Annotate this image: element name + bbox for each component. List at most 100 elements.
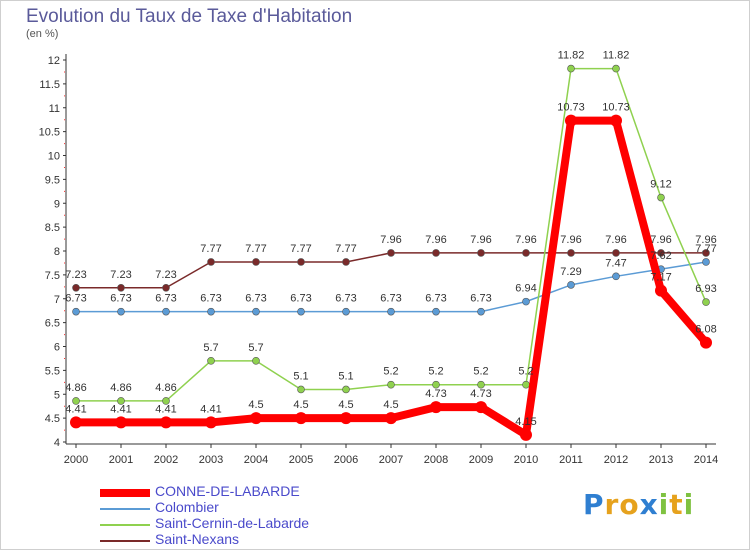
data-point: [72, 283, 80, 292]
data-point: [252, 258, 260, 266]
chart-title: Evolution du Taux de Taxe d'Habitation: [26, 6, 353, 27]
data-label: 5.2: [428, 366, 443, 378]
x-tick-label: 2013: [649, 454, 673, 466]
data-point: [297, 307, 305, 316]
data-label: 7.96: [605, 234, 626, 246]
legend-swatch: [100, 524, 150, 526]
legend-label: Saint-Nexans: [155, 531, 240, 547]
data-label: 6.73: [110, 293, 131, 305]
data-point: [655, 284, 667, 297]
data-label: 7.96: [560, 234, 581, 246]
data-label: 7.96: [650, 234, 671, 246]
legend-label: Colombier: [155, 499, 219, 515]
data-label: 5.2: [518, 366, 533, 378]
x-tick-label: 2004: [244, 454, 268, 466]
data-point: [70, 416, 82, 429]
data-point: [117, 397, 125, 405]
y-tick-label: 5: [54, 389, 60, 401]
data-point: [475, 401, 487, 414]
data-point: [340, 412, 352, 425]
data-label: 4.41: [110, 403, 131, 415]
x-tick-label: 2003: [199, 454, 223, 466]
data-label: 7.77: [245, 243, 266, 255]
data-point: [297, 258, 305, 266]
data-point: [565, 114, 577, 127]
legend-swatch: [100, 508, 150, 510]
data-label: 5.2: [383, 366, 398, 378]
data-label: 4.41: [65, 403, 86, 415]
data-label: 4.41: [200, 403, 221, 415]
data-label: 9.12: [650, 179, 671, 191]
data-point: [162, 307, 170, 316]
y-tick-label: 12: [48, 55, 60, 67]
legend-swatch: [100, 540, 150, 542]
data-label: 4.86: [65, 382, 86, 394]
data-label: 6.08: [695, 324, 716, 336]
data-label: 7.23: [110, 269, 131, 281]
x-tick-label: 2006: [334, 454, 358, 466]
data-point: [72, 307, 80, 316]
logo-letter: o: [619, 488, 640, 521]
x-tick-label: 2005: [289, 454, 313, 466]
data-label: 4.5: [293, 399, 308, 411]
x-tick-label: 2008: [424, 454, 448, 466]
logo-letter: t: [669, 488, 684, 521]
legend-item: CONNE-DE-LABARDE: [100, 483, 400, 502]
data-label: 6.73: [335, 293, 356, 305]
legend-item: Saint-Nexans: [100, 531, 400, 550]
data-label: 7.77: [200, 243, 221, 255]
data-label: 7.77: [290, 243, 311, 255]
data-label: 5.7: [248, 342, 263, 354]
data-point: [700, 336, 712, 349]
data-label: 7.96: [425, 234, 446, 246]
data-label: 7.23: [155, 269, 176, 281]
data-point: [385, 412, 397, 425]
data-point: [567, 64, 575, 73]
data-point: [342, 307, 350, 316]
data-point: [207, 258, 215, 266]
data-label: 5.1: [293, 370, 308, 382]
y-tick-label: 8: [54, 246, 60, 258]
logo-letter: x: [639, 488, 659, 521]
data-point: [72, 397, 80, 405]
proxiti-logo: Proxiti: [583, 488, 694, 521]
data-label: 6.73: [245, 293, 266, 305]
x-tick-label: 2012: [604, 454, 628, 466]
data-point: [612, 272, 620, 281]
y-tick-label: 11.5: [39, 79, 60, 91]
data-point: [522, 380, 530, 389]
data-point: [522, 297, 530, 306]
data-point: [520, 428, 532, 441]
data-point: [117, 283, 125, 292]
data-label: 7.62: [650, 250, 671, 262]
legend-item: Saint-Cernin-de-Labarde: [100, 515, 400, 534]
legend-swatch: [100, 489, 150, 497]
y-tick-label: 10: [48, 151, 60, 163]
y-tick-label: 11: [49, 103, 60, 115]
data-label: 6.94: [515, 283, 536, 295]
data-point: [612, 249, 620, 257]
data-point: [387, 380, 395, 389]
x-tick-label: 2009: [469, 454, 493, 466]
data-point: [207, 307, 215, 316]
data-label: 4.86: [110, 382, 131, 394]
data-point: [387, 307, 395, 316]
x-tick-label: 2007: [379, 454, 403, 466]
data-label: 7.96: [470, 234, 491, 246]
data-point: [342, 258, 350, 266]
data-point: [477, 380, 485, 389]
data-point: [250, 412, 262, 425]
data-label: 6.73: [65, 293, 86, 305]
data-label: 4.73: [470, 388, 491, 400]
data-label: 5.1: [338, 370, 353, 382]
data-point: [702, 298, 710, 306]
y-tick-label: 9.5: [45, 174, 60, 186]
y-tick-label: 9: [54, 198, 60, 210]
data-label: 4.15: [515, 416, 536, 428]
data-point: [657, 193, 665, 202]
data-label: 7.29: [560, 266, 581, 278]
data-point: [342, 385, 350, 394]
x-tick-label: 2010: [514, 454, 538, 466]
logo-letter: P: [583, 488, 605, 521]
